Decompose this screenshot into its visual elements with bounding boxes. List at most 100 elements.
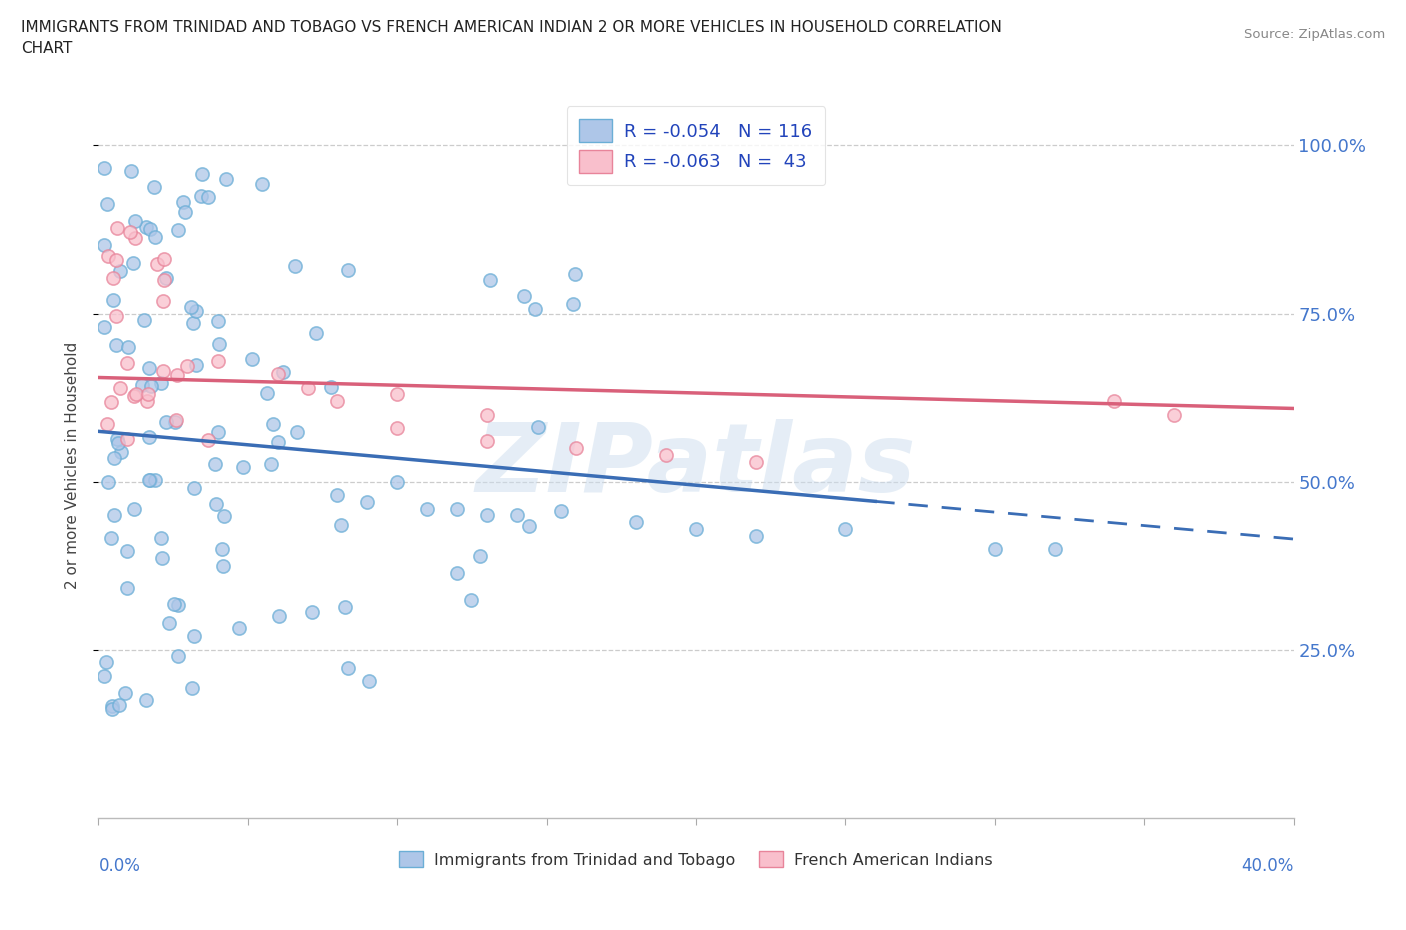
Point	[115, 544, 138, 559]
Point	[103, 508, 125, 523]
Point	[115, 580, 138, 595]
Point	[136, 387, 159, 402]
Point	[166, 222, 188, 237]
Point	[256, 385, 278, 400]
Point	[165, 415, 187, 430]
Point	[523, 301, 546, 316]
Point	[745, 528, 768, 543]
Point	[165, 413, 187, 428]
Point	[207, 353, 229, 368]
Point	[152, 364, 174, 379]
Point	[745, 454, 768, 469]
Point	[150, 551, 173, 565]
Point	[150, 375, 173, 390]
Y-axis label: 2 or more Vehicles in Household: 2 or more Vehicles in Household	[65, 341, 80, 589]
Point	[134, 219, 156, 234]
Point	[475, 434, 498, 449]
Point	[297, 380, 319, 395]
Point	[150, 531, 173, 546]
Point	[104, 309, 127, 324]
Point	[655, 447, 678, 462]
Point	[446, 501, 468, 516]
Point	[416, 501, 439, 516]
Point	[105, 220, 128, 235]
Point	[212, 508, 235, 523]
Point	[260, 457, 283, 472]
Point	[176, 359, 198, 374]
Point	[190, 189, 212, 204]
Point	[267, 434, 290, 449]
Point	[184, 358, 207, 373]
Point	[120, 164, 142, 179]
Point	[184, 303, 207, 318]
Point	[284, 259, 307, 273]
Point	[513, 288, 536, 303]
Point	[357, 673, 380, 688]
Point	[181, 315, 204, 330]
Point	[166, 648, 188, 663]
Point	[105, 432, 128, 447]
Point	[121, 256, 143, 271]
Point	[143, 230, 166, 245]
Point	[139, 379, 162, 393]
Point	[108, 698, 131, 712]
Point	[101, 701, 124, 716]
Point	[134, 312, 156, 327]
Text: IMMIGRANTS FROM TRINIDAD AND TOBAGO VS FRENCH AMERICAN INDIAN 2 OR MORE VEHICLES: IMMIGRANTS FROM TRINIDAD AND TOBAGO VS F…	[21, 20, 1002, 35]
Point	[155, 270, 177, 285]
Point	[104, 338, 127, 352]
Text: Source: ZipAtlas.com: Source: ZipAtlas.com	[1244, 28, 1385, 41]
Point	[834, 522, 856, 537]
Point	[1104, 393, 1126, 408]
Point	[115, 432, 138, 446]
Point	[108, 380, 131, 395]
Point	[190, 166, 212, 181]
Point	[101, 292, 124, 307]
Point	[330, 518, 353, 533]
Point	[96, 196, 118, 211]
Point	[183, 481, 205, 496]
Point	[117, 339, 139, 354]
Point	[561, 296, 583, 311]
Point	[385, 474, 409, 489]
Point	[93, 320, 115, 335]
Point	[475, 407, 498, 422]
Point	[181, 680, 204, 695]
Point	[228, 620, 250, 635]
Point	[204, 457, 226, 472]
Point	[174, 205, 197, 219]
Legend: Immigrants from Trinidad and Tobago, French American Indians: Immigrants from Trinidad and Tobago, Fre…	[392, 844, 1000, 874]
Point	[153, 251, 176, 266]
Point	[101, 698, 124, 713]
Point	[105, 252, 128, 267]
Point	[143, 179, 166, 194]
Point	[93, 669, 115, 684]
Point	[385, 420, 409, 435]
Point	[208, 337, 231, 352]
Point	[337, 660, 360, 675]
Point	[100, 394, 122, 409]
Point	[97, 248, 120, 263]
Point	[232, 459, 254, 474]
Point	[122, 501, 145, 516]
Point	[162, 596, 184, 611]
Point	[138, 221, 160, 236]
Point	[100, 531, 122, 546]
Point	[180, 299, 202, 314]
Point	[143, 473, 166, 488]
Point	[197, 190, 219, 205]
Point	[240, 352, 263, 366]
Point	[335, 600, 357, 615]
Point	[166, 367, 188, 382]
Point	[153, 273, 176, 288]
Point	[550, 503, 572, 518]
Point	[155, 415, 177, 430]
Point	[252, 177, 274, 192]
Point	[139, 472, 162, 487]
Point	[527, 419, 550, 434]
Point	[517, 519, 540, 534]
Point	[319, 379, 342, 394]
Point	[460, 592, 482, 607]
Point	[326, 393, 349, 408]
Point	[115, 355, 138, 370]
